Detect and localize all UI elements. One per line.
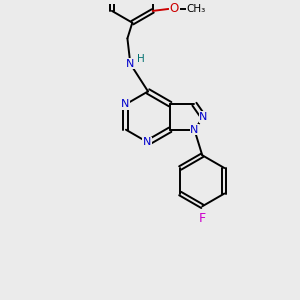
Text: N: N [190, 125, 199, 135]
Text: CH₃: CH₃ [186, 4, 206, 14]
Text: N: N [121, 99, 129, 109]
Text: O: O [170, 2, 179, 15]
Text: H: H [137, 54, 145, 64]
Text: N: N [143, 137, 151, 148]
Text: N: N [126, 59, 134, 69]
Text: F: F [199, 212, 206, 225]
Text: N: N [199, 112, 208, 122]
